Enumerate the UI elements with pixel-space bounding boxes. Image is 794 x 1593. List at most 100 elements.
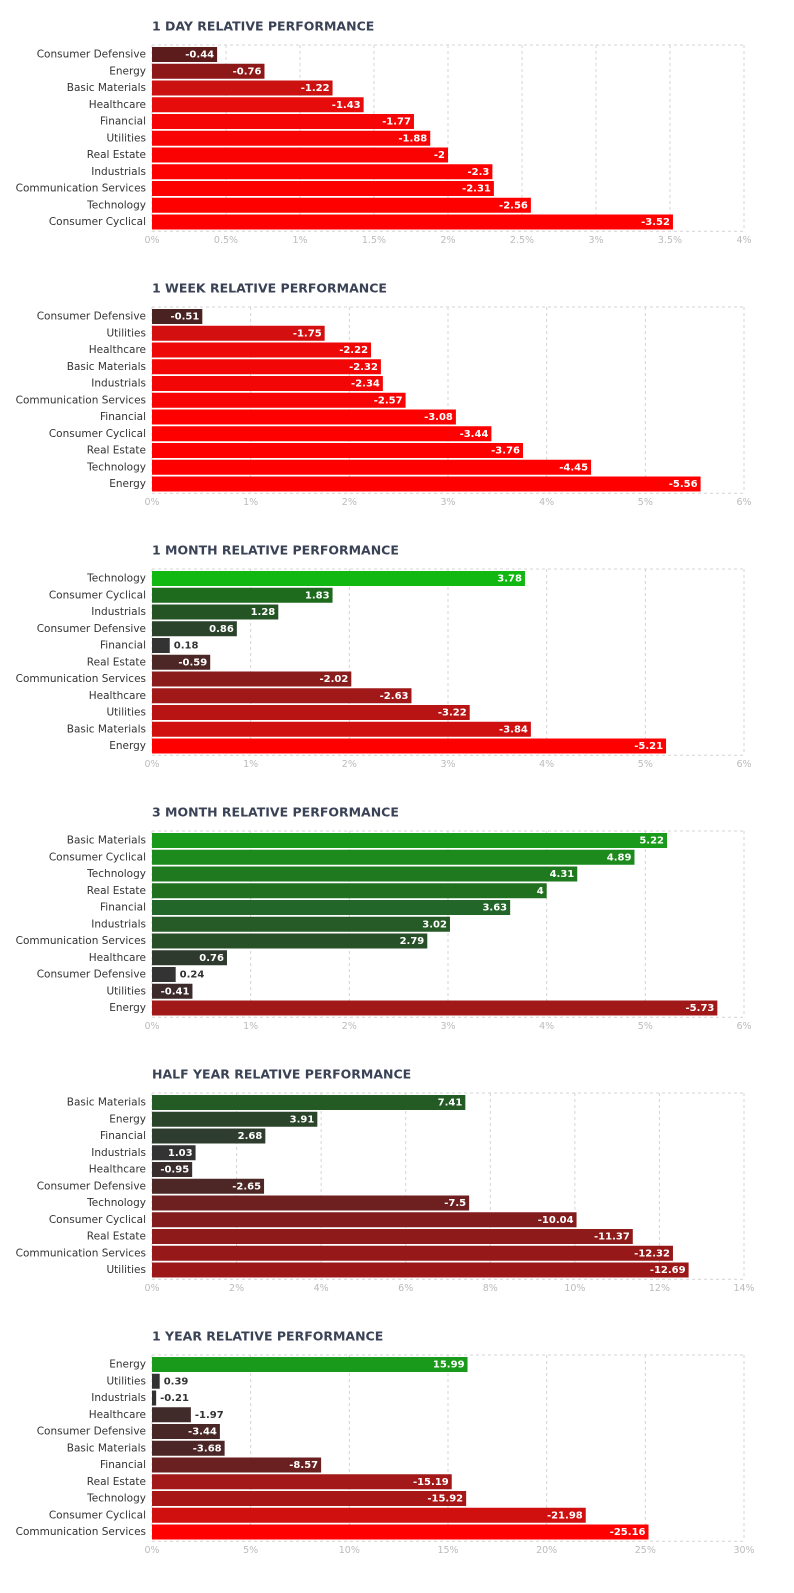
- bar: [152, 1178, 265, 1194]
- x-tick-label: 10%: [564, 1283, 585, 1294]
- x-tick-label: 3%: [440, 497, 455, 508]
- bar: [152, 866, 578, 882]
- chart-title: 1 DAY RELATIVE PERFORMANCE: [152, 19, 374, 34]
- value-label: -10.04: [538, 1215, 574, 1226]
- bar: [152, 63, 265, 79]
- bar: [152, 1111, 318, 1127]
- category-label: Basic Materials: [67, 723, 146, 735]
- bar: [152, 1212, 577, 1228]
- bar: [152, 47, 218, 62]
- value-label: -3.84: [499, 724, 528, 735]
- category-label: Consumer Cyclical: [49, 1509, 146, 1521]
- bar: [152, 1245, 673, 1261]
- category-label: Utilities: [106, 985, 146, 997]
- value-label: -2.31: [462, 184, 491, 195]
- category-label: Basic Materials: [67, 1097, 146, 1109]
- x-tick-label: 2%: [229, 1283, 244, 1294]
- category-label: Utilities: [106, 132, 146, 144]
- x-tick-label: 0%: [144, 235, 159, 246]
- x-tick-label: 30%: [733, 1545, 754, 1556]
- value-label: -3.44: [188, 1427, 217, 1438]
- bar: [152, 147, 448, 163]
- bar: [152, 426, 492, 442]
- chart-title: HALF YEAR RELATIVE PERFORMANCE: [152, 1067, 411, 1082]
- bar: [152, 325, 325, 341]
- value-label: -3.22: [438, 708, 467, 719]
- category-label: Real Estate: [87, 656, 146, 668]
- x-tick-label: 2%: [342, 497, 357, 508]
- category-label: Technology: [86, 1493, 146, 1505]
- category-label: Basic Materials: [67, 82, 146, 94]
- bar: [152, 1390, 157, 1406]
- value-label: 1.83: [305, 590, 330, 601]
- category-label: Communication Services: [16, 1247, 146, 1259]
- value-label: -0.51: [170, 312, 199, 323]
- x-tick-label: 6%: [736, 1021, 751, 1032]
- x-tick-label: 5%: [243, 1545, 258, 1556]
- bar: [152, 197, 531, 213]
- category-label: Communication Services: [16, 935, 146, 947]
- x-tick-label: 2%: [342, 1021, 357, 1032]
- bar: [152, 1491, 467, 1506]
- bar: [152, 983, 193, 999]
- value-label: -4.45: [559, 462, 588, 473]
- category-label: Financial: [100, 902, 146, 914]
- bar: [152, 688, 412, 704]
- value-label: -2.65: [232, 1181, 261, 1192]
- x-tick-label: 0%: [144, 759, 159, 770]
- x-tick-label: 0%: [144, 1021, 159, 1032]
- value-label: -8.57: [289, 1460, 318, 1471]
- bar: [152, 967, 176, 982]
- bar: [152, 1162, 193, 1177]
- x-tick-label: 1%: [243, 497, 258, 508]
- bar: [152, 587, 333, 603]
- bar: [152, 1357, 468, 1372]
- value-label: 3.78: [497, 574, 522, 585]
- category-label: Consumer Defensive: [37, 49, 146, 61]
- x-tick-label: 2%: [342, 759, 357, 770]
- bar: [152, 1407, 191, 1423]
- bar: [152, 1524, 649, 1540]
- value-label: -3.76: [491, 446, 520, 457]
- bar: [152, 671, 352, 687]
- chart-title: 3 MONTH RELATIVE PERFORMANCE: [152, 805, 399, 820]
- bar: [152, 97, 364, 113]
- value-label: -15.19: [413, 1477, 449, 1488]
- value-label: -7.5: [444, 1198, 466, 1209]
- value-label: -1.88: [398, 133, 427, 144]
- bar: [152, 621, 237, 637]
- x-tick-label: 1%: [292, 235, 307, 246]
- bar: [152, 721, 531, 737]
- value-label: -2.34: [351, 379, 380, 390]
- value-label: -1.43: [332, 100, 361, 111]
- bar: [152, 1440, 225, 1456]
- category-label: Consumer Defensive: [37, 311, 146, 323]
- bar: [152, 571, 525, 586]
- value-label: 2.68: [238, 1131, 263, 1142]
- bar: [152, 933, 428, 949]
- value-label: 1.28: [251, 607, 276, 618]
- x-tick-label: 0.5%: [214, 235, 238, 246]
- bar: [152, 883, 547, 899]
- category-label: Healthcare: [89, 1409, 146, 1421]
- category-label: Basic Materials: [67, 835, 146, 847]
- category-label: Consumer Defensive: [37, 623, 146, 635]
- bar: [152, 1457, 322, 1473]
- bar: [152, 1195, 470, 1211]
- value-label: 2.79: [400, 936, 425, 947]
- x-tick-label: 3%: [440, 1021, 455, 1032]
- bar: [152, 833, 668, 848]
- category-label: Real Estate: [87, 885, 146, 897]
- x-tick-label: 3%: [440, 759, 455, 770]
- value-label: 0.86: [209, 624, 234, 635]
- category-label: Industrials: [91, 166, 146, 178]
- x-tick-label: 0%: [144, 1545, 159, 1556]
- value-label: -3.08: [424, 412, 453, 423]
- x-tick-label: 3%: [588, 235, 603, 246]
- category-label: Energy: [109, 478, 146, 490]
- category-label: Healthcare: [89, 1164, 146, 1176]
- bar: [152, 1507, 586, 1523]
- category-label: Industrials: [91, 378, 146, 390]
- bar: [152, 114, 414, 129]
